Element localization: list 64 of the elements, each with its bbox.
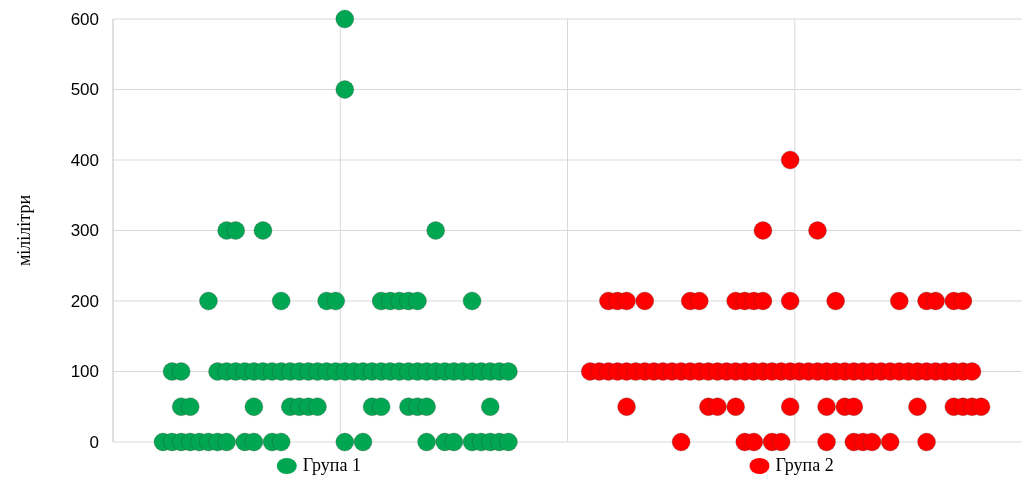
y-tick-label: 400 [70,150,99,170]
point [907,397,927,417]
point [480,397,500,417]
point [817,397,837,417]
point [780,291,800,311]
point [171,362,191,381]
point [417,397,437,417]
point [617,397,637,417]
point [671,432,691,452]
y-tick-label: 100 [70,362,99,382]
point [807,221,827,240]
point [753,291,773,311]
point [771,432,791,452]
point [689,291,709,311]
point [707,397,727,417]
point [880,432,900,452]
point [417,432,437,452]
point [744,432,764,452]
point [971,397,991,417]
point [198,291,218,311]
point [826,291,846,311]
y-tick-label: 0 [89,432,99,452]
point [498,432,518,452]
y-axis-title: мілілітри [14,194,34,267]
point [889,291,909,311]
y-tick-label: 600 [70,9,99,29]
point [753,221,773,240]
point [635,291,655,311]
point [326,291,346,311]
point [244,432,264,452]
point [844,397,864,417]
point [953,291,973,311]
point [217,432,237,452]
point [780,150,800,170]
point [462,291,482,311]
legend-label: Група 1 [302,455,361,475]
point [371,397,391,417]
point [244,397,264,417]
point [335,80,355,99]
point [308,397,328,417]
point [780,397,800,417]
point [408,291,428,311]
point [498,362,518,381]
y-tick-label: 500 [70,80,99,100]
point [444,432,464,452]
point [426,221,446,240]
point [226,221,246,240]
point [335,9,355,29]
y-tick-label: 200 [70,291,99,311]
point [353,432,373,452]
point [917,432,937,452]
point [862,432,882,452]
legend-label: Група 2 [775,455,834,475]
point [271,291,291,311]
point [617,291,637,311]
point [271,432,291,452]
y-tick-label: 300 [70,221,99,241]
point [180,397,200,417]
point [253,221,273,240]
point [726,397,746,417]
point [335,432,355,452]
point [817,432,837,452]
point [926,291,946,311]
point [962,362,982,381]
